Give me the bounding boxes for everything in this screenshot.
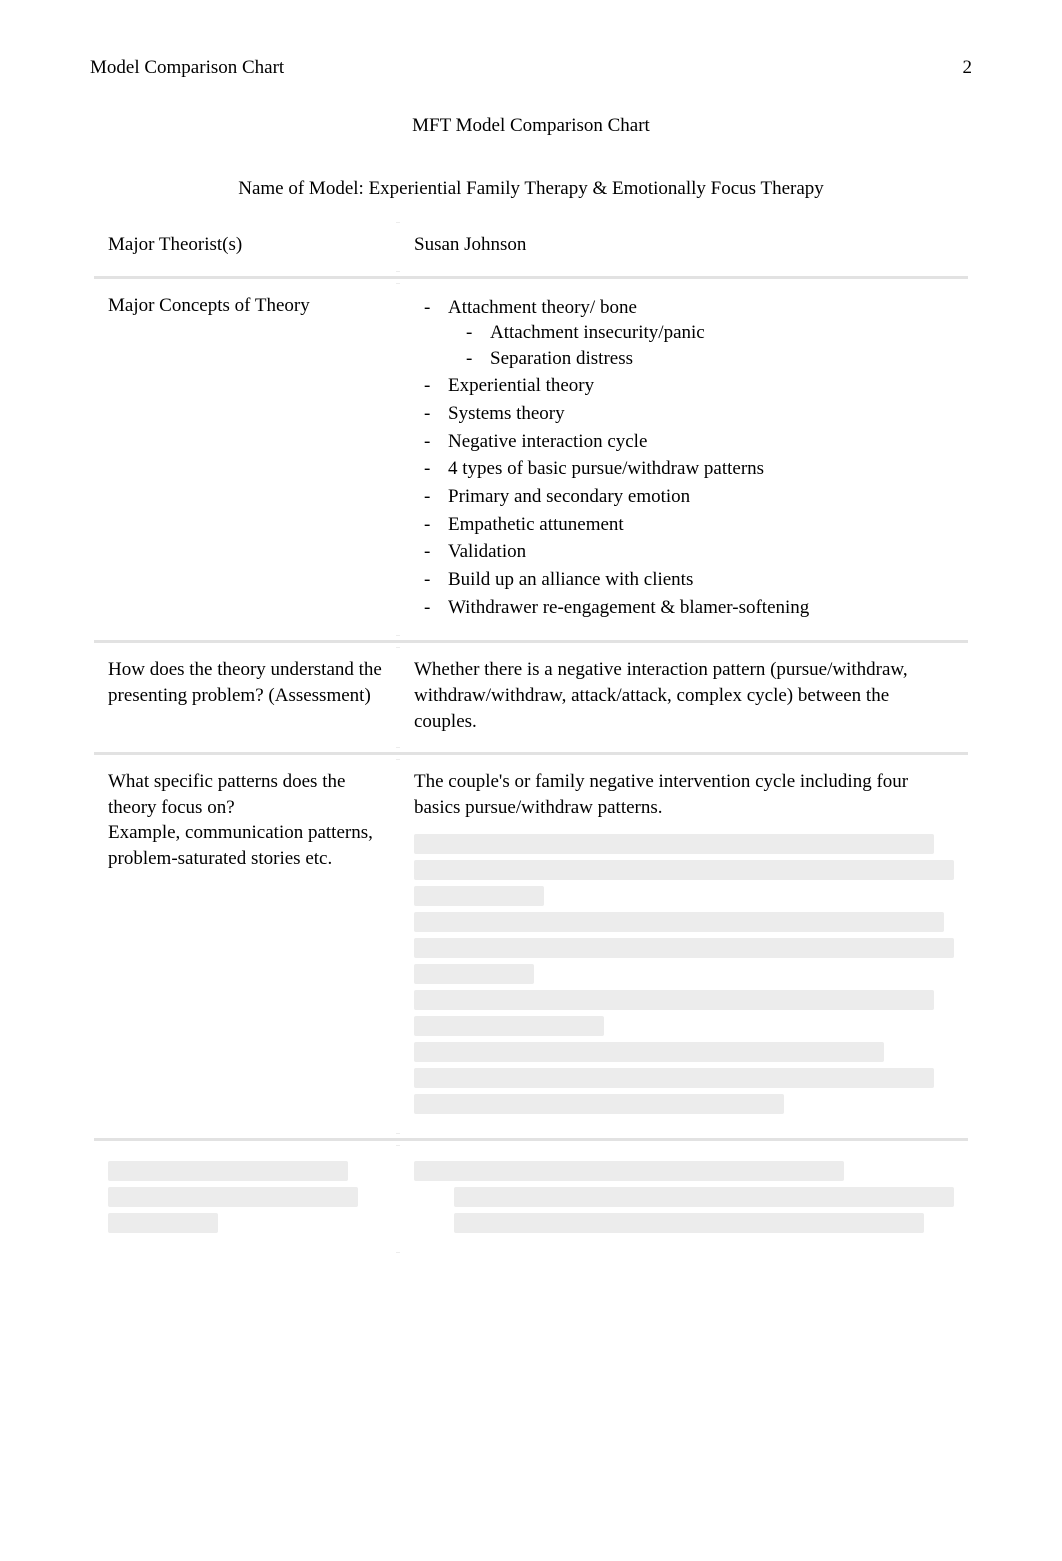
redacted-text <box>414 1094 784 1114</box>
redacted-text <box>414 1161 844 1181</box>
row-value-redacted <box>400 1145 968 1253</box>
redacted-text <box>414 860 954 880</box>
bullet-list: Attachment theory/ bone Attachment insec… <box>414 295 954 621</box>
list-item: Validation <box>448 539 954 565</box>
doc-title: MFT Model Comparison Chart <box>90 113 972 139</box>
list-item: Empathetic attunement <box>448 512 954 538</box>
redacted-text <box>108 1161 348 1181</box>
list-item: Build up an alliance with clients <box>448 567 954 593</box>
row-value: Susan Johnson <box>400 222 968 272</box>
row-value: Attachment theory/ bone Attachment insec… <box>400 283 968 637</box>
redacted-text <box>454 1213 924 1233</box>
list-item: 4 types of basic pursue/withdraw pattern… <box>448 456 954 482</box>
redacted-text <box>414 990 934 1010</box>
redacted-text <box>414 1016 604 1036</box>
row-value-text: The couple's or family negative interven… <box>414 769 954 820</box>
table-row: Major Theorist(s) Susan Johnson <box>94 222 968 272</box>
table-row: Major Concepts of Theory Attachment theo… <box>94 283 968 637</box>
row-label-redacted <box>94 1145 396 1253</box>
row-label: Major Theorist(s) <box>94 222 396 272</box>
redacted-text <box>454 1187 954 1207</box>
running-header: Model Comparison Chart 2 <box>90 55 972 81</box>
row-value: The couple's or family negative interven… <box>400 759 968 1134</box>
sub-list: Attachment insecurity/panic Separation d… <box>448 320 954 371</box>
row-label: What specific patterns does the theory f… <box>94 759 396 1134</box>
row-label: Major Concepts of Theory <box>94 283 396 637</box>
page-number: 2 <box>963 55 973 81</box>
redacted-text <box>108 1213 218 1233</box>
list-item: Negative interaction cycle <box>448 429 954 455</box>
list-item: Attachment theory/ bone Attachment insec… <box>448 295 954 372</box>
redacted-text <box>414 834 934 854</box>
list-item: Attachment insecurity/panic <box>490 320 954 346</box>
redacted-text <box>414 938 954 958</box>
row-value: Whether there is a negative interaction … <box>400 647 968 748</box>
redacted-text <box>414 886 544 906</box>
redacted-text <box>108 1187 358 1207</box>
redacted-text <box>414 964 534 984</box>
list-item: Systems theory <box>448 401 954 427</box>
list-item: Primary and secondary emotion <box>448 484 954 510</box>
list-item: Withdrawer re-engagement & blamer-soften… <box>448 595 954 621</box>
list-item: Experiential theory <box>448 373 954 399</box>
redacted-text <box>414 1068 934 1088</box>
row-label: How does the theory understand the prese… <box>94 647 396 748</box>
list-item: Separation distress <box>490 346 954 372</box>
redacted-text <box>414 1042 884 1062</box>
doc-subtitle: Name of Model: Experiential Family Thera… <box>90 176 972 202</box>
table-row: How does the theory understand the prese… <box>94 647 968 748</box>
redacted-text <box>414 912 944 932</box>
comparison-table: Major Theorist(s) Susan Johnson Major Co… <box>90 218 972 1258</box>
table-row: What specific patterns does the theory f… <box>94 759 968 1134</box>
table-row <box>94 1145 968 1253</box>
running-head-text: Model Comparison Chart <box>90 55 284 81</box>
